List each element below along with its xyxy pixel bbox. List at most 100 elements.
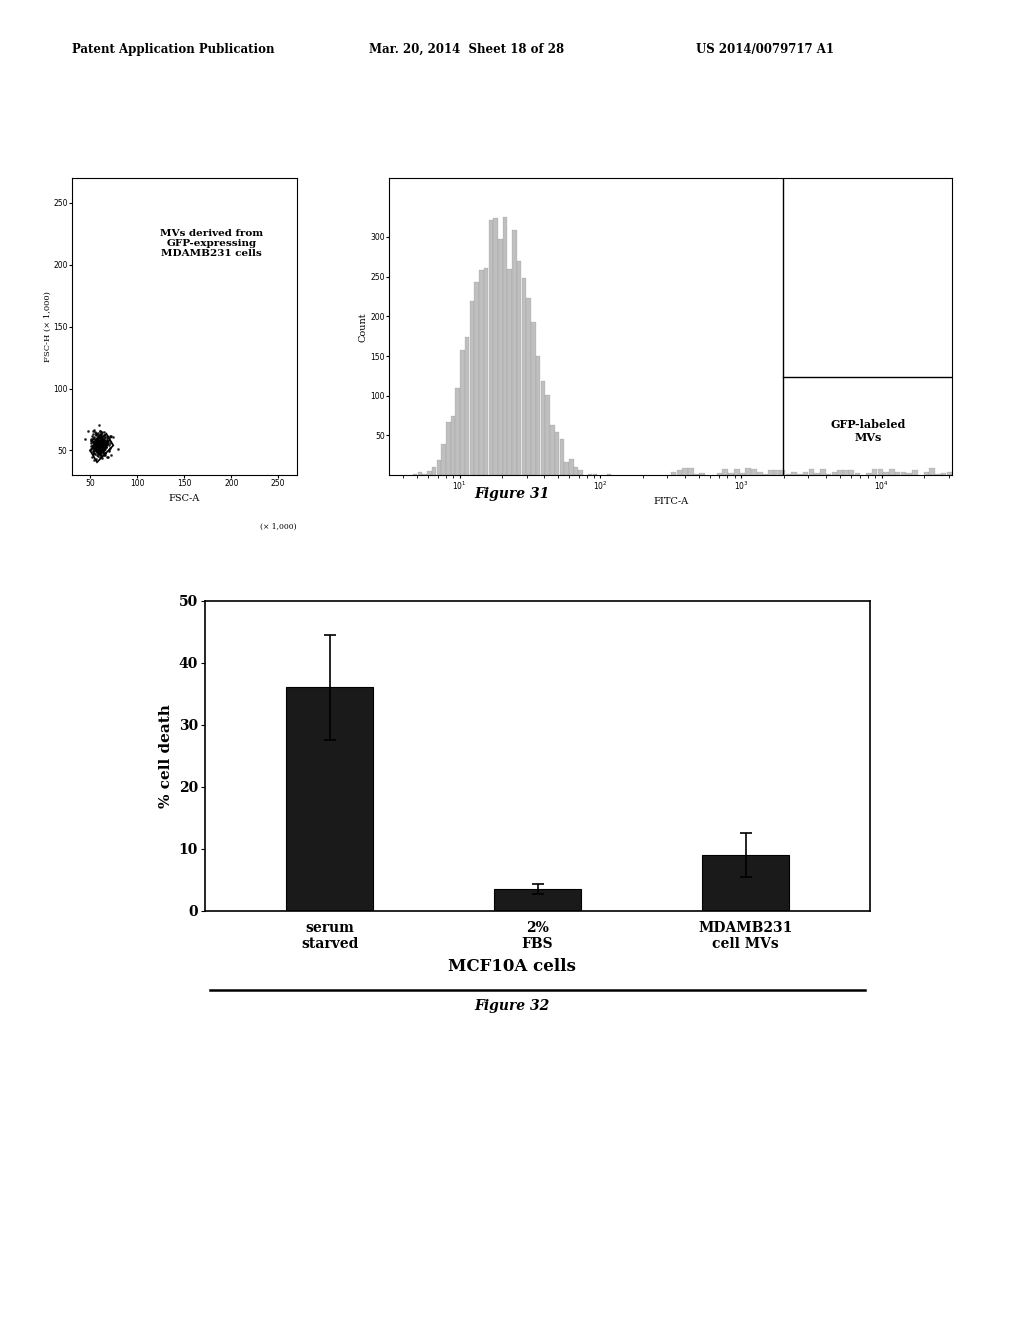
Point: [102, 425, 119, 446]
Point: [91, 433, 108, 454]
Point: [94, 437, 111, 458]
Bar: [573, 467, 579, 475]
Point: [93, 432, 110, 453]
Point: [90, 425, 106, 446]
Point: [85, 421, 101, 442]
Point: [93, 428, 110, 449]
Text: Figure 32: Figure 32: [474, 999, 550, 1012]
Y-axis label: % cell death: % cell death: [159, 704, 173, 808]
Point: [94, 434, 111, 455]
Bar: [739, 473, 745, 475]
Bar: [671, 471, 676, 475]
Point: [90, 426, 106, 447]
Point: [90, 437, 106, 458]
Point: [95, 445, 112, 466]
Point: [89, 430, 105, 451]
Point: [96, 445, 113, 466]
Bar: [474, 282, 479, 475]
Point: [92, 436, 109, 457]
Point: [92, 432, 109, 453]
Point: [94, 422, 111, 444]
Point: [89, 438, 105, 459]
Point: [90, 426, 106, 447]
Point: [83, 436, 99, 457]
Point: [84, 425, 100, 446]
Bar: [521, 279, 526, 475]
Point: [95, 442, 112, 463]
Point: [90, 433, 106, 454]
Point: [96, 438, 113, 459]
Point: [85, 432, 101, 453]
Point: [83, 429, 99, 450]
Point: [93, 432, 110, 453]
Point: [85, 437, 101, 458]
Point: [96, 432, 113, 453]
Bar: [446, 422, 451, 475]
Point: [90, 430, 106, 451]
Point: [92, 434, 109, 455]
Bar: [677, 470, 682, 475]
Point: [89, 438, 105, 459]
Point: [94, 433, 111, 454]
Bar: [559, 440, 564, 475]
Point: [88, 430, 104, 451]
Point: [90, 426, 106, 447]
Point: [96, 434, 113, 455]
Point: [94, 440, 111, 461]
Point: [89, 440, 105, 461]
Point: [91, 425, 108, 446]
Point: [94, 433, 111, 454]
Bar: [734, 469, 739, 475]
Point: [87, 422, 103, 444]
X-axis label: FSC-A: FSC-A: [169, 494, 200, 503]
Bar: [512, 231, 517, 475]
Bar: [465, 337, 469, 475]
Point: [92, 444, 109, 465]
Bar: [728, 473, 734, 475]
Point: [95, 430, 112, 451]
Point: [100, 440, 117, 461]
Point: [98, 447, 115, 469]
Point: [90, 438, 106, 459]
Text: US 2014/0079717 A1: US 2014/0079717 A1: [696, 42, 835, 55]
Point: [91, 437, 108, 458]
Point: [87, 425, 103, 446]
Point: [88, 424, 104, 445]
Point: [95, 437, 112, 458]
Point: [94, 440, 111, 461]
Bar: [814, 473, 820, 475]
Bar: [901, 471, 906, 475]
Point: [91, 433, 108, 454]
Bar: [427, 471, 431, 475]
Bar: [498, 239, 503, 475]
Point: [93, 430, 110, 451]
Bar: [456, 388, 460, 475]
Bar: [871, 469, 878, 475]
Point: [89, 426, 105, 447]
Bar: [682, 469, 688, 475]
Point: [98, 433, 115, 454]
Bar: [550, 425, 555, 475]
Bar: [531, 322, 536, 475]
Point: [91, 441, 108, 462]
Point: [90, 438, 106, 459]
Point: [85, 444, 101, 465]
Point: [88, 442, 104, 463]
Point: [89, 440, 105, 461]
Point: [91, 430, 108, 451]
Bar: [503, 216, 507, 475]
Point: [93, 438, 110, 459]
Point: [91, 441, 108, 462]
Point: [87, 432, 103, 453]
Bar: [517, 260, 521, 475]
Bar: [924, 471, 929, 475]
Point: [94, 438, 111, 459]
Point: [94, 429, 111, 450]
Bar: [488, 220, 494, 475]
Bar: [494, 218, 498, 475]
Point: [97, 432, 114, 453]
Point: [87, 429, 103, 450]
Point: [90, 434, 106, 455]
Bar: [809, 469, 814, 475]
Point: [94, 430, 111, 451]
